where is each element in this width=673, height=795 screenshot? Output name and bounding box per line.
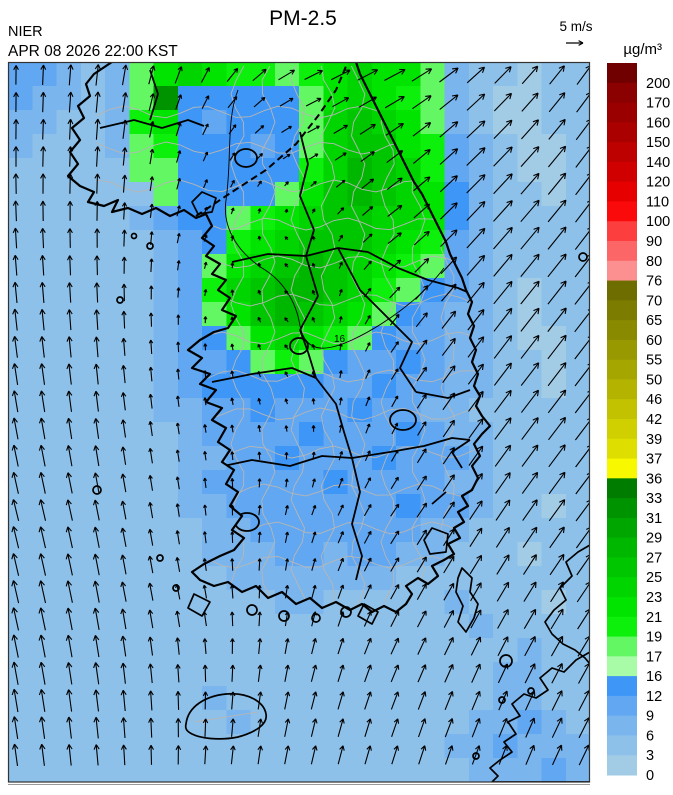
- colorbar-cell: [607, 478, 637, 499]
- colorbar-tick-label: 42: [646, 412, 662, 428]
- colorbar-tick-label: 27: [646, 550, 662, 566]
- colorbar-tick-label: 12: [646, 689, 662, 705]
- wind-arrows-layer: [11, 64, 590, 766]
- colorbar-cell: [607, 102, 637, 123]
- japan-coast-upper: [544, 544, 590, 665]
- colorbar-cell: [607, 82, 637, 104]
- colorbar-cell: [607, 597, 637, 618]
- colorbar-tick-label: 150: [646, 135, 670, 151]
- colorbar-cell: [607, 201, 637, 222]
- colorbar-cell: [607, 557, 637, 578]
- wind-reference-arrow-icon: [566, 40, 584, 46]
- colorbar-cell: [607, 636, 637, 657]
- colorbar-tick-label: 21: [646, 610, 662, 626]
- colorbar-tick-label: 65: [646, 313, 662, 329]
- jindo-island: [187, 593, 211, 617]
- colorbar-tick-label: 33: [646, 491, 662, 507]
- colorbar-tick-label: 6: [646, 728, 654, 744]
- colorbar-cell: [607, 676, 637, 697]
- colorbar-tick-label: 25: [646, 570, 662, 586]
- colorbar-cell: [607, 438, 637, 460]
- colorbar-cell: [607, 498, 637, 519]
- colorbar-tick-label: 17: [646, 649, 662, 665]
- colorbar-cell: [607, 458, 637, 479]
- colorbar-cell: [607, 577, 637, 598]
- colorbar-tick-label: 19: [646, 630, 662, 646]
- colorbar-tick-label: 80: [646, 254, 662, 270]
- ulleung-island: [578, 252, 588, 262]
- colorbar-cell: [607, 616, 637, 638]
- province-borders-layer: [99, 69, 473, 581]
- colorbar-cell: [607, 260, 637, 282]
- colorbar-tick-label: 50: [646, 372, 662, 388]
- timestamp-label: APR 08 2026 22:00 KST: [8, 43, 178, 60]
- units-label: µg/m³: [623, 41, 662, 58]
- colorbar-cell: [607, 715, 637, 736]
- pm-contour-line: [224, 89, 445, 349]
- colorbar-cell: [607, 537, 637, 558]
- colorbar-cell: [607, 379, 637, 400]
- colorbar-tick-label: 31: [646, 511, 662, 527]
- colorbar-cell: [607, 695, 637, 717]
- colorbar-cell: [607, 63, 637, 84]
- namhae-island: [357, 603, 379, 625]
- colorbar-cell: [607, 399, 637, 420]
- colorbar-tick-label: 46: [646, 392, 662, 408]
- colorbar-tick-label: 120: [646, 175, 670, 191]
- colorbar-tick-label: 110: [646, 194, 669, 210]
- colorbar-cell: [607, 122, 637, 143]
- colorbar-cell: [607, 755, 637, 776]
- pm-raster-layer: [8, 62, 590, 782]
- contour-value-label: 16: [334, 334, 346, 345]
- colorbar-tick-label: 170: [646, 96, 670, 112]
- colorbar-tick-label: 3: [646, 748, 654, 764]
- colorbar-cell: [607, 221, 637, 242]
- colorbar-cell: [607, 517, 637, 539]
- colorbar-cell: [607, 339, 637, 361]
- colorbar-tick-label: 23: [646, 590, 662, 606]
- colorbar-tick-label: 160: [646, 115, 670, 131]
- colorbar-tick-label: 76: [646, 274, 662, 290]
- islands-layer: [92, 191, 590, 782]
- colorbar-cell: [607, 241, 637, 262]
- colorbar-cell: [607, 656, 637, 677]
- colorbar-cell: [607, 181, 637, 202]
- tsushima-island: [455, 567, 479, 633]
- colorbar-tick-label: 70: [646, 293, 662, 309]
- colorbar-tick-label: 55: [646, 353, 662, 369]
- colorbar: 2001701601501401201101009080767065605550…: [607, 63, 670, 784]
- colorbar-tick-label: 37: [646, 452, 662, 468]
- geoje-island: [423, 527, 449, 555]
- colorbar-tick-label: 100: [646, 214, 670, 230]
- colorbar-cell: [607, 735, 637, 756]
- colorbar-tick-label: 29: [646, 531, 662, 547]
- page-title: PM-2.5: [269, 7, 337, 30]
- colorbar-tick-label: 9: [646, 709, 654, 725]
- map-frame: [7, 61, 591, 783]
- colorbar-cell: [607, 142, 637, 163]
- colorbar-tick-label: 90: [646, 234, 662, 250]
- agency-label: NIER: [8, 24, 43, 40]
- colorbar-cell: [607, 280, 637, 301]
- colorbar-tick-label: 200: [646, 76, 670, 92]
- dmz-dashed-line: [195, 63, 348, 217]
- colorbar-tick-label: 16: [646, 669, 662, 685]
- colorbar-cell: [607, 320, 637, 341]
- colorbar-cell: [607, 300, 637, 321]
- colorbar-tick-label: 36: [646, 471, 662, 487]
- colorbar-cell: [607, 419, 637, 440]
- colorbar-tick-label: 0: [646, 768, 654, 784]
- colorbar-tick-label: 60: [646, 333, 662, 349]
- wind-reference-label: 5 m/s: [559, 19, 592, 34]
- colorbar-cell: [607, 359, 637, 380]
- colorbar-cell: [607, 161, 637, 183]
- colorbar-tick-label: 140: [646, 155, 670, 171]
- colorbar-tick-label: 39: [646, 432, 662, 448]
- kyushu-coast: [489, 651, 590, 782]
